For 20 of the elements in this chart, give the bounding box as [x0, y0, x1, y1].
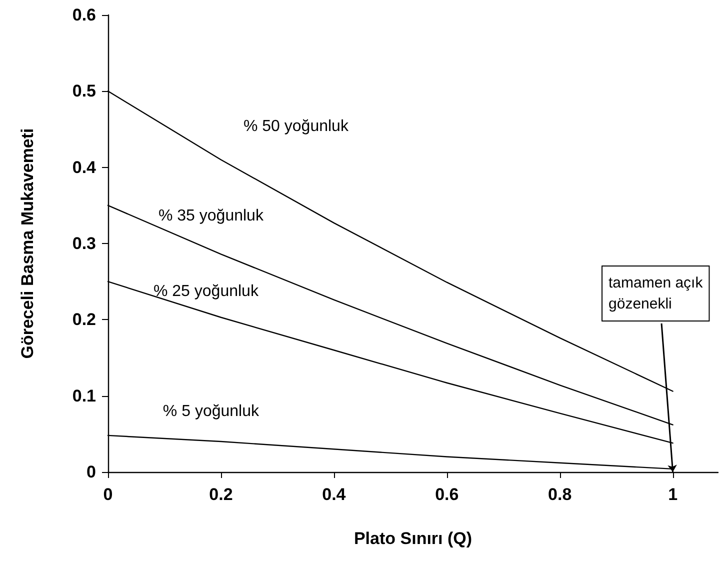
- x-tick-label: 0.4: [322, 485, 346, 504]
- y-tick-label: 0.6: [72, 6, 96, 24]
- x-tick-label: 0.2: [209, 485, 233, 504]
- series-label: % 5 yoğunluk: [162, 403, 260, 420]
- y-tick-label: 0.5: [72, 82, 96, 101]
- x-axis-title: Plato Sınırı (Q): [354, 529, 472, 548]
- annotation: tamamen açık gözenekli: [608, 274, 704, 312]
- x-tick-label: 1: [668, 485, 678, 504]
- text: % 50 yoğunluk: [243, 118, 350, 136]
- x-tick-label: 0.6: [435, 485, 459, 504]
- series-label: % 25 yoğunluk: [153, 282, 260, 300]
- y-tick-label: 0: [86, 462, 96, 482]
- y-tick-label: 0.1: [72, 386, 96, 406]
- y-tick-label: 0.2: [72, 310, 96, 330]
- series-label: % 35 yoğunluk: [158, 208, 264, 225]
- y-tick-label: 0.4: [72, 158, 97, 177]
- y-axis-title: Göreceli Basma Mukavemeti: [18, 128, 37, 359]
- x-tick-label: 0: [103, 485, 113, 504]
- y-tick-label: 0.3: [72, 234, 96, 253]
- x-tick-label: 0.8: [548, 485, 572, 504]
